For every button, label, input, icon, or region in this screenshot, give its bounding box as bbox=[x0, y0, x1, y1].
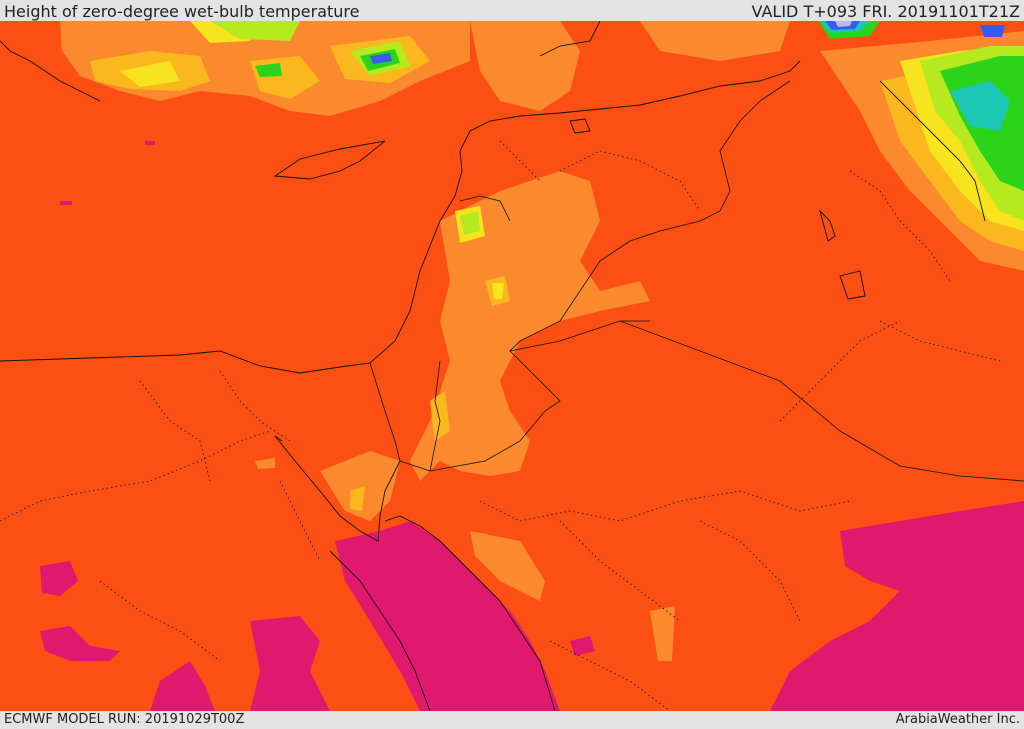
lavender-zones bbox=[835, 21, 852, 27]
valid-time-label: VALID T+093 FRI. 20191101T21Z bbox=[751, 2, 1020, 21]
weather-map[interactable] bbox=[0, 21, 1024, 711]
borders bbox=[369, 80, 1024, 482]
coastlines bbox=[0, 21, 986, 711]
map-canvas bbox=[0, 21, 1024, 711]
province-boundaries bbox=[0, 140, 1001, 711]
magenta-zones bbox=[40, 141, 1024, 711]
map-title: Height of zero-degree wet-bulb temperatu… bbox=[4, 2, 360, 21]
credit-label: ArabiaWeather Inc. bbox=[895, 712, 1020, 727]
footer-bar: ECMWF MODEL RUN: 20191029T00Z ArabiaWeat… bbox=[0, 711, 1024, 729]
base-field bbox=[0, 21, 1024, 711]
header-bar: Height of zero-degree wet-bulb temperatu… bbox=[0, 0, 1024, 22]
model-run-label: ECMWF MODEL RUN: 20191029T00Z bbox=[4, 712, 245, 727]
